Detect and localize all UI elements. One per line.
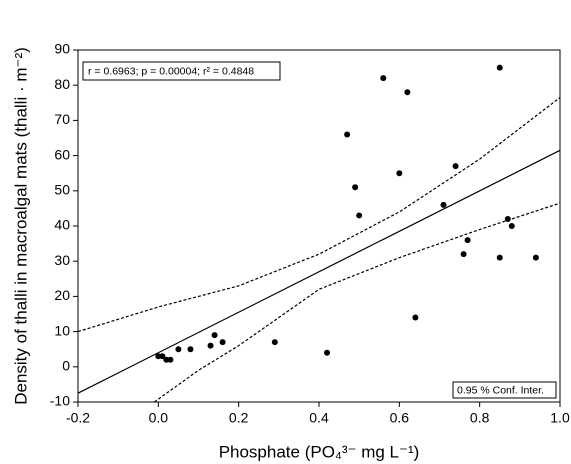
data-point bbox=[440, 201, 447, 208]
data-point bbox=[460, 251, 467, 258]
y-tick-label: 70 bbox=[54, 111, 70, 127]
regression-line bbox=[77, 149, 561, 394]
x-axis-label: Phosphate (PO₄³⁻ mg L⁻¹) bbox=[219, 442, 420, 461]
plot-frame bbox=[77, 49, 561, 403]
y-tick-label: 80 bbox=[54, 76, 70, 92]
confidence-upper bbox=[77, 97, 561, 333]
y-tick-label: -10 bbox=[50, 393, 70, 409]
data-point bbox=[396, 170, 403, 177]
y-tick-label: 40 bbox=[54, 217, 70, 233]
x-tick-label: 0.2 bbox=[229, 410, 249, 426]
x-tick-label: 0.0 bbox=[149, 410, 169, 426]
x-tick-label: 1.0 bbox=[550, 410, 570, 426]
data-point bbox=[404, 89, 411, 96]
data-point bbox=[496, 254, 503, 261]
x-tick-label: 0.8 bbox=[470, 410, 490, 426]
conf-label: 0.95 % Conf. Inter. bbox=[457, 384, 544, 396]
data-point bbox=[356, 212, 363, 219]
y-axis-label: Density of thalli in macroalgal mats (th… bbox=[11, 47, 30, 405]
confidence-lower bbox=[153, 202, 561, 403]
x-tick-label: 0.4 bbox=[309, 410, 329, 426]
data-point bbox=[532, 254, 539, 261]
y-tick-label: 50 bbox=[54, 182, 70, 198]
data-point bbox=[344, 131, 351, 138]
annotation: r = 0.6963; p = 0.00004; r² = 0.4848 bbox=[88, 65, 254, 77]
data-point bbox=[207, 342, 214, 349]
conf-label-box bbox=[452, 381, 557, 399]
data-point bbox=[271, 339, 278, 346]
data-point bbox=[508, 223, 515, 229]
x-tick-label: 0.6 bbox=[390, 410, 410, 426]
y-tick-label: 10 bbox=[54, 322, 70, 338]
data-point bbox=[464, 237, 471, 244]
data-point bbox=[352, 184, 359, 191]
data-point bbox=[412, 314, 419, 321]
data-point bbox=[219, 339, 226, 346]
data-point bbox=[167, 356, 174, 363]
data-point bbox=[159, 353, 166, 360]
y-tick-label: 60 bbox=[54, 146, 70, 162]
y-tick-label: 90 bbox=[54, 41, 70, 57]
data-point bbox=[496, 64, 503, 71]
data-point bbox=[380, 75, 387, 82]
data-point bbox=[187, 346, 194, 353]
data-point bbox=[504, 215, 511, 222]
annotation-box bbox=[82, 61, 281, 81]
data-point bbox=[175, 346, 182, 353]
data-point bbox=[324, 349, 331, 356]
y-tick-label: 0 bbox=[62, 358, 70, 374]
y-tick-label: 20 bbox=[54, 287, 70, 303]
data-point bbox=[211, 332, 218, 339]
y-tick-label: 30 bbox=[54, 252, 70, 268]
x-tick-label: -0.2 bbox=[66, 410, 90, 426]
data-point bbox=[452, 163, 459, 170]
